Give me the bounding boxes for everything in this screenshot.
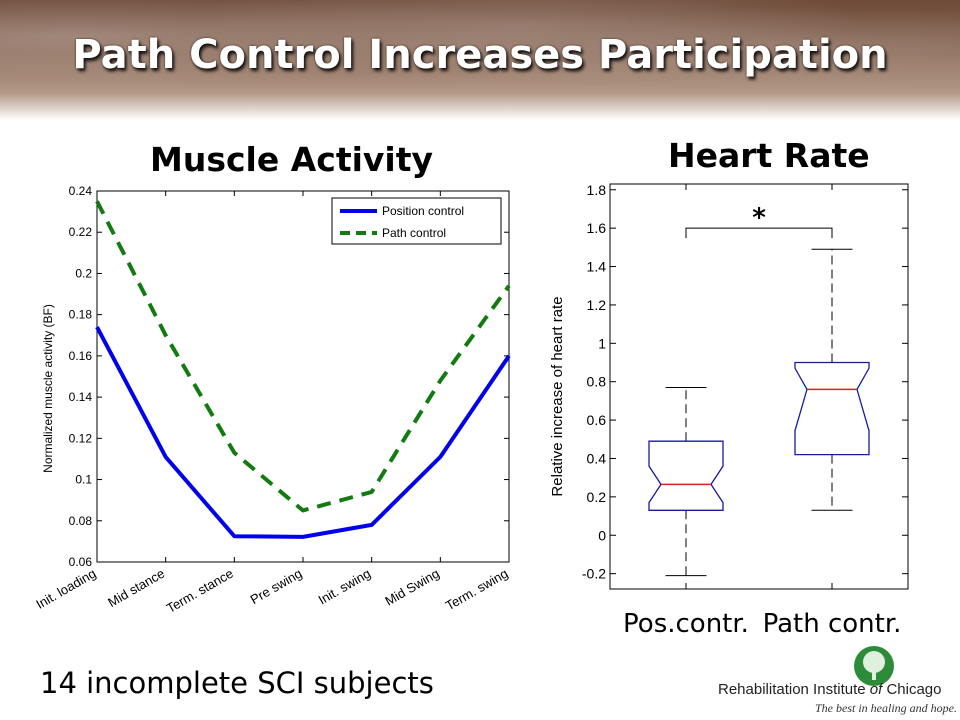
muscle-ytick-label: 0.14 <box>69 390 93 404</box>
muscle-ytick-label: 0.16 <box>69 349 93 363</box>
heartrate-ytick-label: 1.2 <box>587 297 607 313</box>
logo-trunk <box>872 666 876 680</box>
logo-wordmark: Rehabilitation Institute of Chicago <box>718 681 941 698</box>
muscle-xtick-label: Init. swing <box>316 566 374 608</box>
muscle-xtick-label: Term. swing <box>443 566 511 614</box>
heartrate-ytick-label: 0.4 <box>587 450 607 466</box>
muscle-ylabel: Normalized muscle activity (BF) <box>41 304 55 473</box>
heartrate-ytick-label: -0.2 <box>582 566 606 582</box>
heartrate-ytick-label: 1.4 <box>587 259 607 275</box>
heartrate-ytick-label: 0.2 <box>587 489 607 505</box>
heartrate-category-label: Path contr. <box>763 609 902 639</box>
logo-name-prefix: Rehabilitation Institute <box>718 681 870 698</box>
title-banner <box>0 0 960 120</box>
muscle-xtick-label: Init. loading <box>33 566 98 612</box>
heartrate-ytick-label: 1 <box>598 335 606 351</box>
logo-name-suffix: Chicago <box>882 681 942 698</box>
heartrate-category-label: Pos.contr. <box>623 609 749 639</box>
muscle-activity-title: Muscle Activity <box>150 140 434 179</box>
heartrate-ytick-label: 1.8 <box>587 182 607 198</box>
muscle-ytick-label: 0.18 <box>69 308 93 322</box>
muscle-xtick-label: Pre swing <box>248 566 305 608</box>
logo-name-of: of <box>869 681 883 698</box>
significance-label: * <box>752 203 766 233</box>
muscle-ytick-label: 0.08 <box>69 514 93 528</box>
heart-rate-title: Heart Rate <box>668 136 870 175</box>
heartrate-ylabel: Relative increase of heart rate <box>549 296 566 496</box>
heartrate-ytick-label: 0 <box>598 527 606 543</box>
heartrate-ytick-label: 0.8 <box>587 374 607 390</box>
muscle-ytick-label: 0.2 <box>75 266 92 280</box>
significance-bracket <box>685 227 833 239</box>
muscle-xtick-label: Mid stance <box>105 566 167 610</box>
legend-label-1: Path control <box>382 226 446 240</box>
logo-tagline: The best in healing and hope. <box>815 701 957 715</box>
muscle-xtick-label: Term. stance <box>164 566 236 616</box>
muscle-plot-frame <box>96 190 510 563</box>
muscle-ytick-label: 0.12 <box>69 431 93 445</box>
slide-title: Path Control Increases Participation <box>72 32 888 78</box>
box-body <box>648 440 724 511</box>
tree-logo-icon <box>854 646 894 686</box>
legend-label-0: Position control <box>382 204 464 218</box>
muscle-ytick-label: 0.06 <box>69 555 93 569</box>
heartrate-ytick-label: 1.6 <box>587 220 607 236</box>
logo-canopy <box>863 651 885 673</box>
muscle-ytick-label: 0.1 <box>75 473 92 487</box>
box-body <box>794 361 870 456</box>
muscle-legend-box <box>331 197 502 245</box>
heartrate-ytick-label: 0.6 <box>587 412 607 428</box>
muscle-xtick-label: Mid Swing <box>382 566 441 609</box>
series-line-path-control <box>95 200 511 513</box>
muscle-ytick-label: 0.24 <box>69 184 93 198</box>
subject-count-text: 14 incomplete SCI subjects <box>40 666 434 700</box>
muscle-ytick-label: 0.22 <box>69 225 93 239</box>
heartrate-plot-frame <box>609 183 909 590</box>
series-line-position-control <box>95 326 511 539</box>
